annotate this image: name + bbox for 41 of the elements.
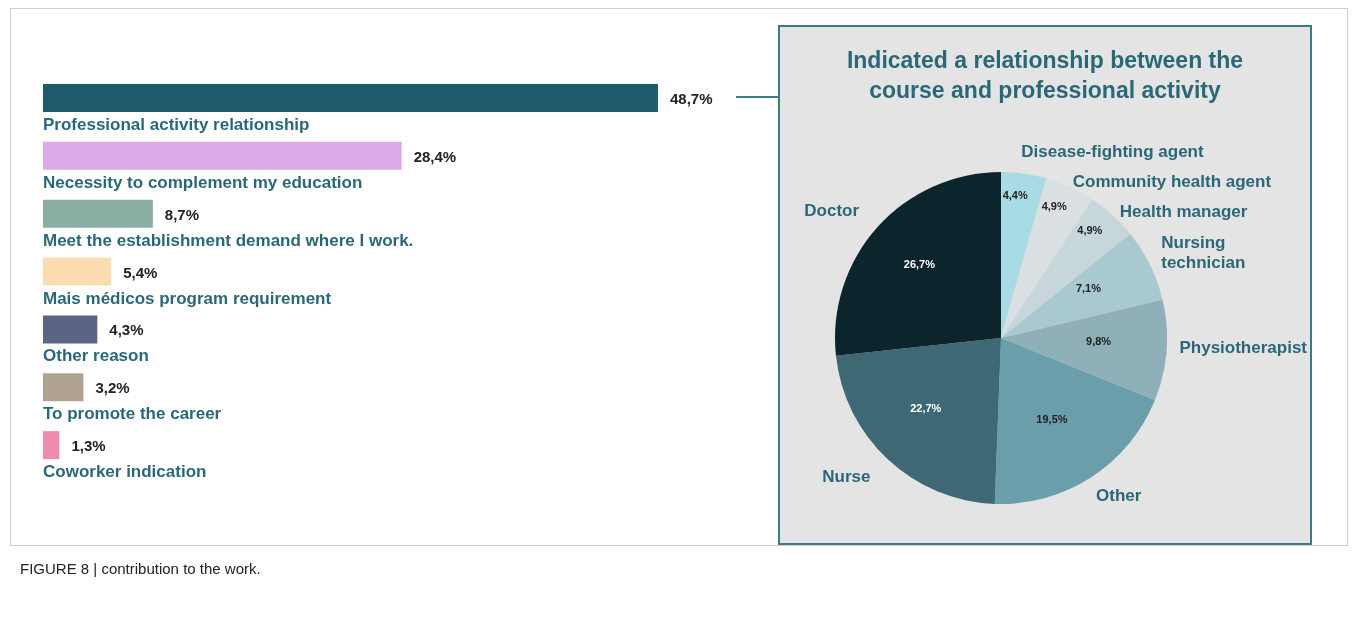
bar <box>43 84 658 112</box>
bar <box>43 431 60 460</box>
data-label: 4,9% <box>1041 200 1067 213</box>
slice-label: Other <box>1096 486 1142 506</box>
bar <box>43 199 153 228</box>
slice-label: Nursing technician <box>1161 233 1246 273</box>
data-label: 3,2% <box>95 379 130 397</box>
data-label: 4,3% <box>109 321 144 339</box>
data-label: 5,4% <box>123 263 158 281</box>
y-tick-label: Necessity to complement my education <box>43 172 363 192</box>
data-label: 1,3% <box>71 437 106 455</box>
bar <box>43 257 112 286</box>
data-label: 7,1% <box>1075 281 1102 294</box>
caption: FIGURE 8 | contribution to the work. <box>20 560 261 577</box>
slice-label: Community health agent <box>1072 171 1272 191</box>
pie-slice <box>994 338 1155 504</box>
bar <box>43 141 402 170</box>
data-label: 4,4% <box>1002 188 1028 201</box>
data-label: 9,8% <box>1086 334 1112 347</box>
bar <box>43 315 98 344</box>
y-tick-label: To promote the career <box>43 404 222 424</box>
y-tick-label: Mais médicos program requirement <box>43 288 332 308</box>
data-label: 8,7% <box>164 205 200 223</box>
slice-label: Health manager <box>1119 201 1248 221</box>
y-tick-label: Other reason <box>43 346 149 366</box>
slice-label: Nurse <box>822 466 871 486</box>
bar <box>43 373 84 402</box>
data-label: 26,7% <box>903 258 936 271</box>
data-label: 28,4% <box>413 147 457 165</box>
y-tick-label: Professional activity relationship <box>43 115 310 134</box>
data-label: 22,7% <box>910 402 942 415</box>
pie-slice <box>1001 299 1167 401</box>
slice-label: Disease-fighting agent <box>1021 141 1204 161</box>
y-tick-label: Coworker indication <box>43 462 207 482</box>
data-label: 48,7% <box>670 90 713 107</box>
chart-title: Indicated a relationship between the course and professional activity <box>845 46 1245 105</box>
y-tick-label: Meet the establishment demand where I work. <box>43 230 414 250</box>
slice-label: Doctor <box>804 201 860 221</box>
slice-label: Physiotherapist <box>1179 337 1308 357</box>
data-label: 19,5% <box>1036 413 1068 426</box>
data-label: 4,9% <box>1077 223 1103 236</box>
